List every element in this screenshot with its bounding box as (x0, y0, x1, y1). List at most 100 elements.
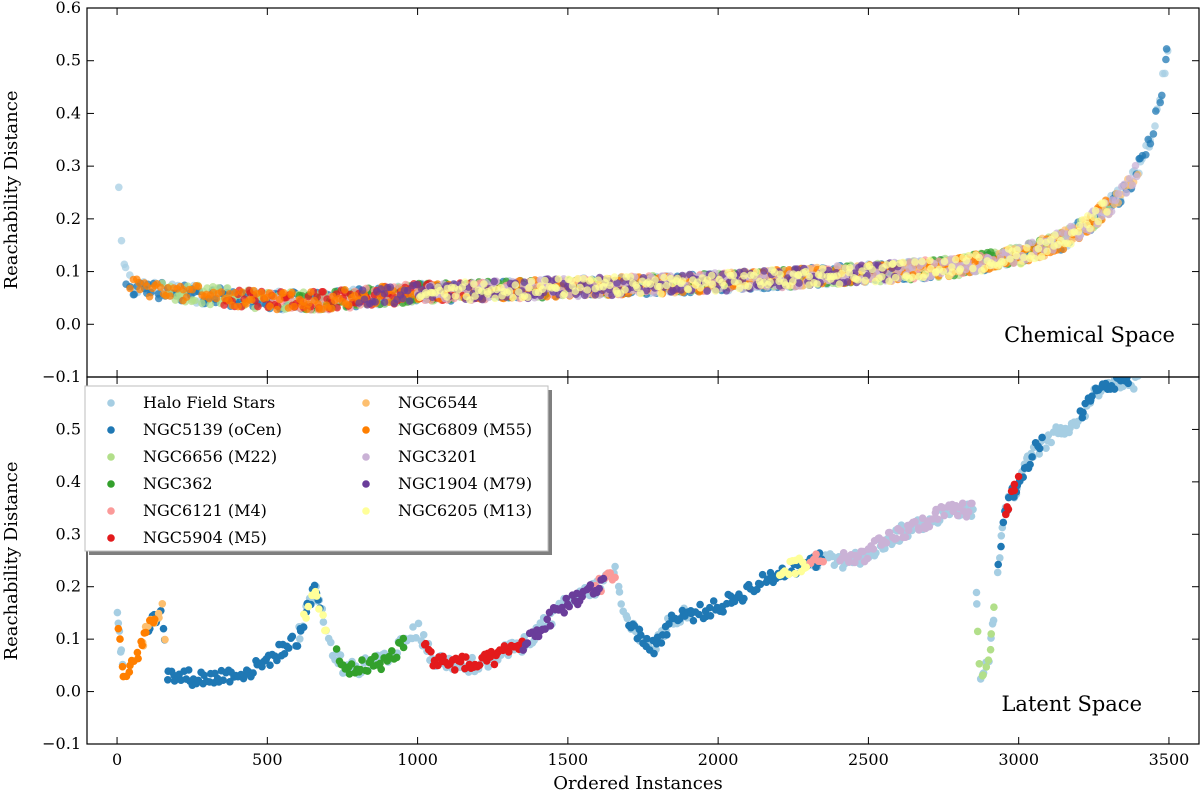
data-point-ngc5139-ocen (200, 671, 208, 680)
data-point-ngc5139-ocen (154, 294, 163, 303)
data-point-ngc5139-ocen (706, 612, 715, 620)
data-point-ngc6205-m13 (538, 285, 547, 294)
data-point-ngc6205-m13 (315, 605, 323, 613)
data-point-ngc6205-m13 (885, 277, 893, 286)
data-point-ngc1904-m79 (793, 265, 801, 273)
data-point-ngc6809-m55 (350, 291, 359, 300)
data-point-ngc5139-ocen (758, 570, 767, 579)
data-point-ngc1904-m79 (403, 286, 412, 295)
x-tick-label: 500 (252, 750, 283, 769)
data-point-ngc5139-ocen (753, 585, 761, 594)
data-point-ngc6205-m13 (891, 273, 900, 282)
data-point-ngc6205-m13 (491, 294, 499, 303)
data-point-halo-field-stars (611, 562, 619, 571)
data-point-ngc5139-ocen (299, 623, 308, 631)
data-point-ngc5139-ocen (1156, 98, 1164, 107)
data-point-ngc6205-m13 (776, 270, 784, 279)
data-point-ngc6809-m55 (231, 289, 239, 297)
data-point-ngc6656-m22 (203, 284, 211, 292)
data-point-ngc3201 (968, 499, 976, 508)
data-point-ngc6205-m13 (1013, 246, 1021, 254)
data-point-ngc6656-m22 (973, 627, 982, 636)
data-point-ngc6809-m55 (164, 284, 172, 292)
data-point-ngc6205-m13 (975, 253, 983, 262)
data-point-ngc6809-m55 (114, 624, 123, 633)
legend-label-halo-field-stars: Halo Field Stars (143, 393, 275, 412)
data-point-ngc1904-m79 (358, 286, 367, 295)
legend-marker-ngc362 (107, 480, 115, 488)
data-point-ngc6205-m13 (1086, 224, 1094, 233)
data-point-ngc6809-m55 (166, 292, 174, 300)
data-point-ngc6809-m55 (133, 648, 142, 657)
data-point-ngc1904-m79 (546, 622, 555, 630)
data-point-ngc6205-m13 (1100, 199, 1108, 207)
data-point-ngc6205-m13 (603, 274, 611, 283)
data-point-ngc6205-m13 (744, 282, 753, 291)
data-point-ngc6809-m55 (266, 302, 274, 311)
data-point-ngc6205-m13 (443, 293, 451, 301)
data-point-ngc1904-m79 (399, 294, 407, 303)
data-point-ngc6205-m13 (322, 626, 330, 635)
legend-marker-ngc5139-ocen (107, 426, 115, 434)
data-point-ngc3201 (882, 539, 891, 547)
data-point-ngc1904-m79 (795, 279, 803, 287)
data-point-ngc5139-ocen (159, 624, 168, 633)
data-point-ngc1904-m79 (478, 295, 487, 304)
data-point-ngc6809-m55 (125, 668, 134, 676)
data-point-ngc362 (392, 653, 401, 662)
data-point-ngc5139-ocen (1028, 453, 1036, 461)
data-point-ngc6205-m13 (858, 267, 866, 275)
data-point-ngc5904-m5 (1010, 480, 1019, 489)
data-point-ngc3201 (1125, 174, 1134, 183)
legend-marker-ngc6205-m13 (362, 507, 370, 515)
legend-label-ngc3201: NGC3201 (398, 447, 478, 466)
data-point-ngc1904-m79 (562, 594, 570, 603)
data-point-ngc6205-m13 (766, 278, 774, 286)
data-point-ngc1904-m79 (371, 298, 379, 306)
data-point-ngc1904-m79 (565, 602, 573, 611)
data-point-ngc6205-m13 (1020, 253, 1028, 262)
legend-label-ngc6809-m55: NGC6809 (M55) (398, 420, 532, 439)
data-point-ngc6205-m13 (802, 563, 811, 571)
data-point-ngc6205-m13 (478, 287, 486, 295)
chemical-space-panel: −0.1 0.0 0.1 0.2 0.3 0.4 0.5 0.6 Chemical Space… (1, 0, 1200, 386)
data-point-ngc6205-m13 (552, 284, 560, 293)
data-point-ngc1904-m79 (412, 280, 421, 289)
data-point-ngc6205-m13 (965, 252, 973, 260)
data-point-ngc5139-ocen (719, 608, 727, 616)
data-point-ngc5904-m5 (427, 648, 435, 656)
data-point-ngc6809-m55 (284, 304, 293, 312)
latent-space-y-axis-label: Reachability Distance (1, 462, 22, 661)
data-point-ngc5139-ocen (1088, 392, 1096, 401)
data-point-ngc6656-m22 (984, 656, 993, 664)
data-point-ngc6205-m13 (784, 570, 793, 579)
data-point-halo-field-stars (623, 614, 632, 623)
data-point-ngc5139-ocen (273, 656, 281, 665)
data-point-ngc6205-m13 (636, 289, 645, 298)
y-tick-label: −0.1 (42, 734, 81, 753)
data-point-ngc362 (399, 643, 408, 652)
data-point-ngc5139-ocen (1038, 433, 1046, 442)
data-point-ngc6205-m13 (740, 272, 748, 280)
x-tick-label: 2000 (698, 750, 739, 769)
data-point-ngc6205-m13 (312, 592, 321, 600)
data-point-ngc1904-m79 (534, 632, 543, 641)
data-point-ngc1904-m79 (355, 299, 363, 307)
data-point-ngc5139-ocen (1026, 460, 1034, 469)
data-point-ngc6205-m13 (818, 264, 827, 273)
data-point-ngc6809-m55 (247, 295, 256, 304)
data-point-ngc3201 (958, 499, 967, 508)
legend-label-ngc6656-m22: NGC6656 (M22) (143, 447, 277, 466)
legend-marker-ngc6809-m55 (362, 426, 370, 434)
data-point-ngc5904-m5 (1014, 472, 1023, 481)
legend-label-ngc6205-m13: NGC6205 (M13) (398, 501, 532, 520)
x-tick-label: 1000 (397, 750, 438, 769)
latent-space-frame (86, 376, 1200, 745)
data-point-ngc6205-m13 (1034, 244, 1043, 253)
data-point-ngc6205-m13 (1031, 254, 1039, 263)
data-point-ngc6205-m13 (805, 272, 814, 281)
data-point-ngc1904-m79 (677, 286, 685, 294)
data-point-ngc3201 (933, 515, 942, 523)
y-tick-label: 0.3 (56, 524, 81, 543)
